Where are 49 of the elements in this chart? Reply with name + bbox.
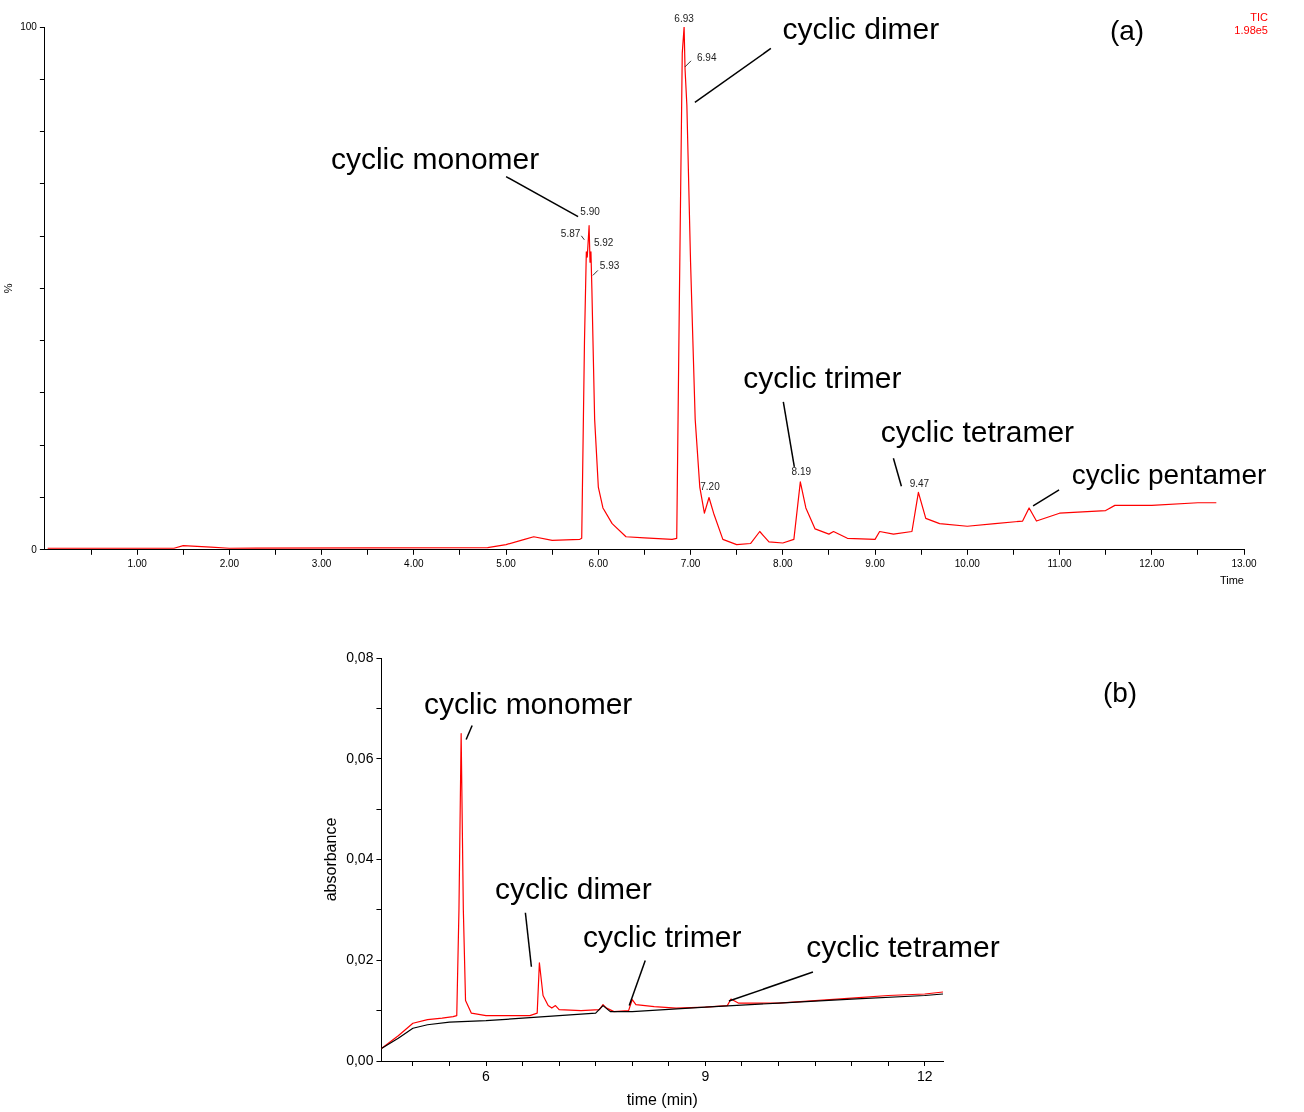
annotation: cyclic pentamer <box>1071 458 1267 490</box>
x-tick-label: 12.00 <box>1139 557 1165 569</box>
x-tick-label: 9.00 <box>865 557 886 569</box>
x-tick-label: 6 <box>482 1068 491 1085</box>
x-axis-title: time (min) <box>626 1090 698 1108</box>
annotation: cyclic dimer <box>495 872 652 906</box>
annotation: cyclic tetramer <box>880 414 1075 448</box>
x-axis-title: Time <box>1219 574 1244 587</box>
y-tick-label: 0,02 <box>346 951 374 968</box>
x-tick-label: 2.00 <box>219 557 240 569</box>
y-tick-label: 0,08 <box>346 648 374 665</box>
annotation: cyclic tetramer <box>806 930 1000 964</box>
annotation: cyclic monomer <box>423 686 633 720</box>
annotation: 7.20 <box>700 481 721 493</box>
y-tick-label: 0 <box>31 543 38 555</box>
annotation: cyclic trimer <box>583 919 742 953</box>
y-tick-label: 100 <box>20 20 38 32</box>
annotation: 5.92 <box>593 236 614 248</box>
text: TIC <box>1250 11 1269 24</box>
x-tick-label: 11.00 <box>1047 557 1073 569</box>
annotation: 5.90 <box>580 206 601 218</box>
annotation: 9.47 <box>909 478 930 490</box>
x-tick-label: 6.00 <box>588 557 609 569</box>
text: (b) <box>1102 676 1138 708</box>
y-tick-label: 0,06 <box>346 749 374 766</box>
x-tick-label: 4.00 <box>404 557 425 569</box>
x-tick-label: 5.00 <box>496 557 517 569</box>
annotation: cyclic trimer <box>743 361 902 395</box>
x-tick-label: 7.00 <box>680 557 701 569</box>
x-tick-label: 1.00 <box>127 557 148 569</box>
x-tick-label: 13.00 <box>1231 557 1257 569</box>
annotation: 5.93 <box>599 260 620 272</box>
annotation: cyclic dimer <box>782 11 940 45</box>
x-tick-label: 12 <box>916 1068 933 1085</box>
x-tick-label: 10.00 <box>954 557 981 569</box>
annotation: 1.98e5 <box>1234 24 1268 37</box>
annotation: cyclic monomer <box>330 141 540 175</box>
y-tick-label: 0,04 <box>346 850 374 867</box>
x-tick-label: 9 <box>701 1068 710 1085</box>
annotation: 6.94 <box>697 51 717 63</box>
annotation: 5.87 <box>560 227 581 239</box>
annotation: 6.93 <box>674 12 695 24</box>
x-tick-label: 3.00 <box>311 557 332 569</box>
y-tick-label: 0,00 <box>346 1051 374 1068</box>
x-tick-label: 8.00 <box>773 557 793 569</box>
y-axis-title: % <box>1 283 14 294</box>
annotation: 8.19 <box>791 465 812 477</box>
y-axis-title: absorbance <box>322 817 340 902</box>
annotation: (a) <box>1109 14 1145 46</box>
